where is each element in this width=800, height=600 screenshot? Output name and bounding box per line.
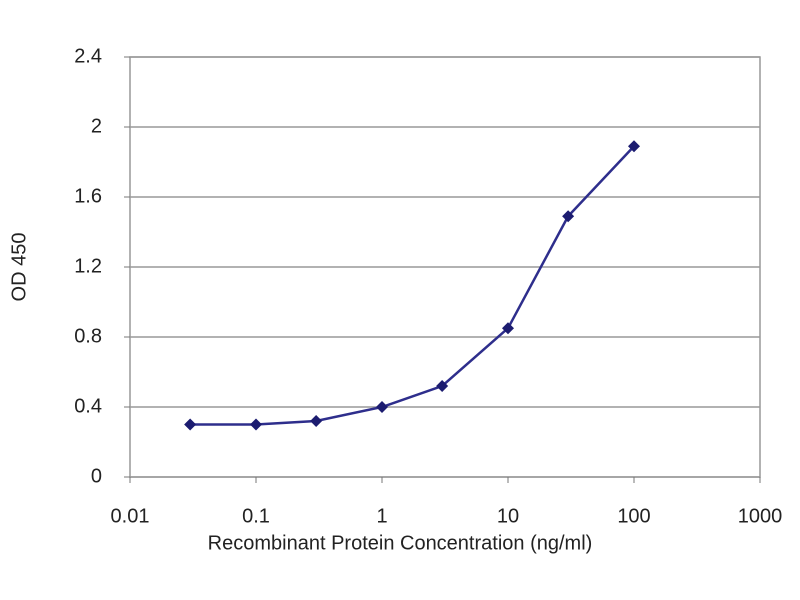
x-tick-label: 1 [376, 505, 387, 527]
x-tick-label: 1000 [738, 505, 783, 527]
y-tick-label: 2 [91, 115, 102, 137]
data-point [502, 322, 514, 335]
y-tick-label: 0.4 [74, 395, 102, 417]
y-tick-label: 0.8 [74, 325, 102, 347]
y-tick-label: 1.6 [74, 185, 102, 207]
x-tick-label: 0.01 [111, 505, 150, 527]
data-point [376, 401, 388, 413]
data-point [310, 415, 323, 427]
data-point [562, 210, 575, 223]
data-point [628, 140, 640, 153]
y-tick-label: 2.4 [74, 45, 102, 67]
data-line [190, 145, 635, 426]
x-axis-label: Recombinant Protein Concentration (ng/ml… [208, 532, 593, 554]
y-tick-label: 1.2 [74, 255, 102, 277]
x-tick-label: 0.1 [242, 505, 270, 527]
data-point [184, 418, 197, 431]
data-point [250, 418, 262, 431]
x-tick-label: 10 [497, 505, 519, 527]
y-axis-label: OD 450 [8, 233, 30, 302]
x-tick-label: 100 [617, 505, 650, 527]
data-point [436, 380, 449, 392]
y-tick-label: 0 [91, 465, 102, 487]
